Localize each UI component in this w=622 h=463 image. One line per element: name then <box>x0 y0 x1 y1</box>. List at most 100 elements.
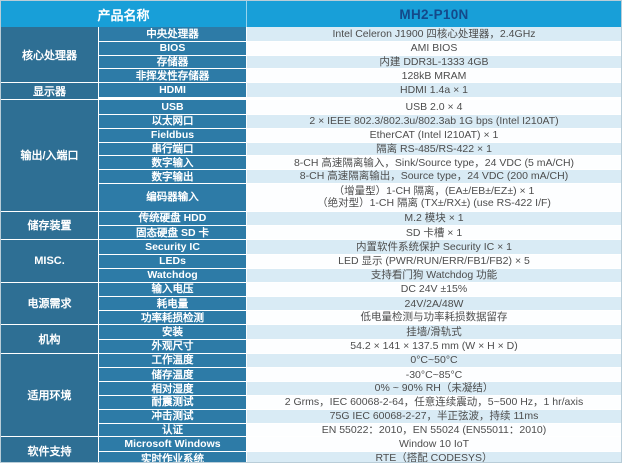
section-rows: Security IC 内置软件系统保护 Security IC × 1 LEDs L… <box>99 240 621 282</box>
spec-value-cell: 24V/2A/48W <box>247 297 621 311</box>
category-cell: 机构 <box>1 324 99 353</box>
spec-row: 存储器 内建 DDR3L-1333 4GB <box>99 54 621 69</box>
spec-row: 以太网口 2 × IEEE 802.3/802.3u/802.3ab 1G bps… <box>99 113 621 128</box>
spec-label-cell: 外观尺寸 <box>99 339 247 353</box>
spec-label-cell: 固态硬盘 SD 卡 <box>99 226 247 240</box>
spec-section: 软件支持 Microsoft Windows Window 10 IoT 实时作业系统… <box>1 436 621 462</box>
spec-row: 安装 挂墙/滑轨式 <box>99 324 621 339</box>
spec-value-cell: 挂墙/滑轨式 <box>247 324 621 339</box>
product-name-header-cell: 产品名称 <box>1 1 247 27</box>
spec-row: 传统硬盘 HDD M.2 模块 × 1 <box>99 211 621 226</box>
spec-section: 显示器 HDMI HDMI 1.4a × 1 <box>1 82 621 100</box>
spec-value-cell: Window 10 IoT <box>247 437 621 452</box>
spec-label-cell: Watchdog <box>99 268 247 282</box>
spec-row: 相对湿度 0% ~ 90% RH（未凝结） <box>99 381 621 395</box>
spec-label-cell: 实时作业系统 <box>99 452 247 462</box>
spec-value-cell: EtherCAT (Intel I210AT) × 1 <box>247 128 621 142</box>
spec-row: Watchdog 支持看门狗 Watchdog 功能 <box>99 267 621 282</box>
spec-row: 冲击测试 75G IEC 60068-2-27，半正弦波，持续 11ms <box>99 408 621 423</box>
spec-value-cell: M.2 模块 × 1 <box>247 211 621 226</box>
spec-row: Fieldbus EtherCAT (Intel I210AT) × 1 <box>99 127 621 142</box>
spec-row: 非挥发性存储器 128kB MRAM <box>99 68 621 83</box>
spec-value-cell: 54.2 × 141 × 137.5 mm (W × H × D) <box>247 339 621 353</box>
section-rows: 传统硬盘 HDD M.2 模块 × 1 固态硬盘 SD 卡 SD 卡槽 × 1 <box>99 211 621 240</box>
spec-section: 输出/入端口 USB USB 2.0 × 4 以太网口 2 × IEEE 802.3/8… <box>1 99 621 211</box>
table-body: 核心处理器 中央处理器 Intel Celeron J1900 四核心处理器，2.4… <box>1 27 621 462</box>
spec-section: 核心处理器 中央处理器 Intel Celeron J1900 四核心处理器，2.4… <box>1 27 621 83</box>
spec-label-cell: 相对湿度 <box>99 382 247 395</box>
spec-value-cell: 2 × IEEE 802.3/802.3u/802.3ab 1G bps (In… <box>247 114 621 128</box>
spec-row: LEDs LED 显示 (PWR/RUN/ERR/FB1/FB2) × 5 <box>99 253 621 268</box>
section-rows: Microsoft Windows Window 10 IoT 实时作业系统 RTE（… <box>99 437 621 462</box>
section-rows: HDMI HDMI 1.4a × 1 <box>99 83 621 99</box>
spec-value-cell: 0% ~ 90% RH（未凝结） <box>247 382 621 395</box>
spec-label-cell: 以太网口 <box>99 114 247 128</box>
category-cell: MISC. <box>1 240 99 282</box>
category-cell: 储存装置 <box>1 211 99 240</box>
spec-label-cell: 非挥发性存储器 <box>99 69 247 83</box>
spec-label-cell: 工作温度 <box>99 353 247 368</box>
product-model-cell: MH2-P10N <box>399 6 469 22</box>
spec-label-cell: 耐震测试 <box>99 395 247 409</box>
spec-row: 数字输出 8-CH 高速隔离输出，Source type，24 VDC (200 … <box>99 169 621 183</box>
spec-row: 输入电压 DC 24V ±15% <box>99 282 621 297</box>
spec-value-cell: 8-CH 高速隔离输入，Sink/Source type，24 VDC (5 m… <box>247 156 621 170</box>
spec-label-cell: 功率耗损检测 <box>99 311 247 324</box>
spec-label-cell: 认证 <box>99 423 247 437</box>
spec-value-cell: USB 2.0 × 4 <box>247 100 621 114</box>
spec-label-cell: Fieldbus <box>99 128 247 142</box>
spec-section: 适用环境 工作温度 0°C~50°C 储存温度 -30°C~85°C 相对湿度 0% ~ 9… <box>1 352 621 437</box>
spec-section: 电源需求 输入电压 DC 24V ±15% 耗电量 24V/2A/48W 功率耗损检测 低电… <box>1 281 621 324</box>
spec-value-cell: 支持看门狗 Watchdog 功能 <box>247 268 621 282</box>
spec-row: BIOS AMI BIOS <box>99 40 621 55</box>
spec-label-cell: 数字输出 <box>99 170 247 183</box>
spec-row: 功率耗损检测 低电量检测与功率耗损数据留存 <box>99 310 621 324</box>
spec-row: 储存温度 -30°C~85°C <box>99 367 621 382</box>
spec-value-cell: 内建 DDR3L-1333 4GB <box>247 55 621 69</box>
spec-row: 数字输入 8-CH 高速隔离输入，Sink/Source type，24 VDC … <box>99 155 621 170</box>
spec-label-cell: 串行端口 <box>99 142 247 156</box>
category-cell: 输出/入端口 <box>1 100 99 211</box>
spec-row: Security IC 内置软件系统保护 Security IC × 1 <box>99 240 621 254</box>
spec-section: MISC. Security IC 内置软件系统保护 Security IC × 1… <box>1 239 621 282</box>
spec-value-cell: 2 Grms，IEC 60068-2-64，任意连续震动，5~500 Hz，1 … <box>247 395 621 409</box>
spec-label-cell: 冲击测试 <box>99 409 247 423</box>
spec-row: 耗电量 24V/2A/48W <box>99 296 621 311</box>
section-rows: 工作温度 0°C~50°C 储存温度 -30°C~85°C 相对湿度 0% ~ 90% R… <box>99 353 621 437</box>
spec-row: 编码器输入 （增量型）1-CH 隔离，(EA±/EB±/EZ±) × 1 （绝对型… <box>99 182 621 211</box>
spec-value-cell: 128kB MRAM <box>247 69 621 83</box>
spec-value-cell: LED 显示 (PWR/RUN/ERR/FB1/FB2) × 5 <box>247 254 621 268</box>
spec-row: 耐震测试 2 Grms，IEC 60068-2-64，任意连续震动，5~500 H… <box>99 394 621 409</box>
spec-label-cell: 数字输入 <box>99 156 247 170</box>
spec-label-cell: 耗电量 <box>99 297 247 311</box>
spec-value-cell: Intel Celeron J1900 四核心处理器，2.4GHz <box>247 27 621 41</box>
spec-value-cell: SD 卡槽 × 1 <box>247 226 621 240</box>
spec-section: 机构 安装 挂墙/滑轨式 外观尺寸 54.2 × 141 × 137.5 mm (W ×… <box>1 323 621 353</box>
section-rows: 安装 挂墙/滑轨式 外观尺寸 54.2 × 141 × 137.5 mm (W × H… <box>99 324 621 353</box>
spec-label-cell: LEDs <box>99 254 247 268</box>
spec-row: 认证 EN 55022：2010，EN 55024 (EN55011：2010) <box>99 422 621 437</box>
section-rows: 输入电压 DC 24V ±15% 耗电量 24V/2A/48W 功率耗损检测 低电量检测与… <box>99 282 621 324</box>
spec-label-cell: 中央处理器 <box>99 27 247 41</box>
spec-row: 中央处理器 Intel Celeron J1900 四核心处理器，2.4GHz <box>99 27 621 41</box>
category-cell: 适用环境 <box>1 353 99 437</box>
spec-value-cell: 隔离 RS-485/RS-422 × 1 <box>247 142 621 156</box>
spec-row: HDMI HDMI 1.4a × 1 <box>99 83 621 97</box>
spec-label-cell: 编码器输入 <box>99 183 247 211</box>
spec-row: 外观尺寸 54.2 × 141 × 137.5 mm (W × H × D) <box>99 338 621 353</box>
category-cell: 软件支持 <box>1 437 99 462</box>
section-rows: USB USB 2.0 × 4 以太网口 2 × IEEE 802.3/802.3u/… <box>99 100 621 211</box>
spec-label-cell: Security IC <box>99 240 247 254</box>
spec-row: Microsoft Windows Window 10 IoT <box>99 437 621 452</box>
spec-value-cell: 75G IEC 60068-2-27，半正弦波，持续 11ms <box>247 409 621 423</box>
spec-value-cell: RTE（搭配 CODESYS） <box>247 452 621 462</box>
spec-label-cell: 安装 <box>99 324 247 339</box>
spec-row: 实时作业系统 RTE（搭配 CODESYS） <box>99 451 621 462</box>
spec-section: 储存装置 传统硬盘 HDD M.2 模块 × 1 固态硬盘 SD 卡 SD 卡槽 × 1 <box>1 210 621 240</box>
spec-value-cell: HDMI 1.4a × 1 <box>247 83 621 97</box>
spec-value-cell: 内置软件系统保护 Security IC × 1 <box>247 240 621 254</box>
table-header-row: 产品名称 MH2-P10N <box>1 1 621 27</box>
spec-value-cell: EN 55022：2010，EN 55024 (EN55011：2010) <box>247 423 621 437</box>
spec-label-cell: 存储器 <box>99 55 247 69</box>
spec-label-cell: BIOS <box>99 41 247 55</box>
